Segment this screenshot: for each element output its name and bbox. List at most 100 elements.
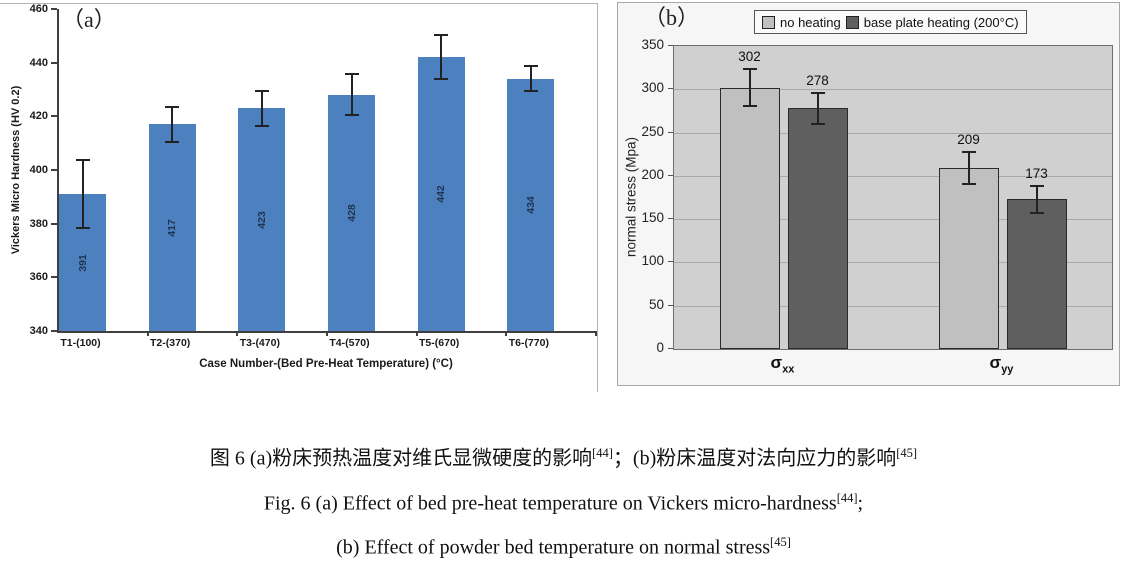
y-axis-tick-label: 250	[641, 123, 664, 139]
gridline	[674, 89, 1112, 91]
y-axis-tick-mark	[668, 45, 673, 46]
error-bar	[344, 73, 359, 117]
error-bar	[75, 159, 90, 230]
chart-a-x-ticks: T1-(100) T2-(370) T3-(470) T4-(570) T5-(670)…	[0, 4, 597, 392]
caption-superscript: [44]	[592, 446, 613, 460]
hardness-bar	[417, 57, 465, 331]
y-axis-tick-label: 360	[29, 271, 48, 284]
y-axis-tick-label: 340	[29, 325, 48, 337]
gridline	[674, 305, 1112, 307]
gridline	[674, 132, 1112, 134]
stress-bar	[787, 108, 848, 349]
caption-text: ;	[857, 492, 864, 515]
chart-b-panel-label: （b）	[644, 5, 700, 30]
y-axis-tick-label: 440	[29, 56, 48, 69]
legend-swatch-base-plate-heating	[845, 15, 859, 29]
y-axis-tick-mark	[668, 174, 673, 176]
x-axis-tick-label: T5-(670)	[419, 337, 460, 349]
y-axis-tick-label: 380	[29, 217, 48, 230]
chart-a-x-axis-title: Case Number-(Bed Pre-Heat Temperature) (…	[199, 358, 453, 370]
chart-b-legend: no heating base plate heating (200°C)	[754, 10, 1027, 34]
caption-line-en-2: (b) Effect of powder bed temperature on …	[0, 531, 1127, 560]
chart-a-plot-area: 391 417 423 428 442 434	[57, 9, 597, 333]
caption-text: 图 6 (a)粉床预热温度对维氏显微硬度的影响	[209, 447, 593, 470]
y-axis-tick-label: 300	[641, 80, 664, 96]
y-axis-tick-mark	[668, 261, 673, 263]
chart-a-panel-label: （a）	[62, 7, 116, 32]
chart-a-y-ticks: 340 360 380 400 420 440 460	[0, 3, 597, 392]
y-axis-tick-mark	[668, 88, 673, 90]
caption-text: ；(b)粉床温度对法向应力的影响	[612, 447, 897, 470]
error-bar	[810, 91, 825, 125]
bar-value-label: 209	[957, 131, 980, 147]
stress-bar	[719, 87, 780, 349]
chart-b-x-ticks: σxx σyy	[618, 3, 1119, 385]
bar-value-label: 302	[738, 48, 761, 64]
x-axis-tick-label: T6-(770)	[508, 337, 549, 349]
legend-label-base-plate-heating: base plate heating (200°C)	[863, 14, 1019, 30]
y-axis-tick-mark	[668, 348, 673, 349]
hardness-bar	[148, 124, 196, 331]
gridline	[674, 175, 1112, 177]
chart-a-panel: （a） Vickers Micro Hardness (HV 0.2) 340 3…	[0, 3, 598, 392]
chart-b-plot-area: 302 209 278 173	[673, 45, 1113, 350]
gridline	[674, 262, 1112, 264]
caption-text: Fig. 6 (a) Effect of bed pre-heat temper…	[263, 492, 837, 515]
x-axis-tick-label: T3-(470)	[239, 337, 280, 349]
stress-bar	[1006, 199, 1067, 349]
x-axis-tick-mark	[146, 331, 149, 336]
y-axis-tick-mark	[51, 115, 57, 118]
error-bar	[1029, 184, 1044, 214]
error-bar	[523, 65, 538, 93]
y-axis-tick-mark	[51, 169, 57, 171]
hardness-bar	[238, 108, 286, 331]
x-axis-tick-label: T2-(370)	[150, 337, 191, 349]
y-axis-tick-label: 200	[641, 166, 664, 182]
hardness-bar	[328, 94, 375, 331]
y-axis-tick-label: 400	[29, 164, 48, 176]
y-axis-tick-mark	[668, 218, 673, 220]
error-bar	[165, 105, 180, 144]
x-axis-tick-mark	[595, 331, 597, 336]
gridline	[674, 219, 1112, 221]
caption-superscript: [44]	[836, 490, 858, 505]
x-axis-tick-label: T4-(570)	[329, 337, 370, 349]
caption-text: (b) Effect of powder bed temperature on …	[336, 536, 771, 559]
sigma-subscript: xx	[782, 363, 795, 376]
caption-superscript: [45]	[770, 535, 791, 550]
x-axis-category-label: σxx	[743, 353, 823, 375]
bar-value-label: 173	[1025, 165, 1048, 181]
chart-b-panel: （b） no heating base plate heating (200°C…	[617, 2, 1120, 386]
y-axis-tick-mark	[668, 131, 673, 133]
caption-line-zh: 图 6 (a)粉床预热温度对维氏显微硬度的影响[44]；(b)粉床温度对法向应力…	[0, 442, 1127, 471]
y-axis-tick-mark	[51, 8, 57, 10]
error-bar	[434, 34, 449, 81]
sigma-symbol: σ	[770, 353, 783, 372]
x-axis-tick-mark	[236, 331, 239, 336]
y-axis-tick-label: 350	[641, 37, 664, 52]
x-axis-tick-mark	[505, 331, 508, 336]
x-axis-category-label: σyy	[962, 353, 1042, 375]
y-axis-tick-mark	[668, 304, 673, 306]
error-bar	[961, 150, 976, 186]
caption-superscript: [45]	[896, 446, 918, 460]
y-axis-tick-label: 420	[29, 110, 48, 123]
legend-swatch-no-heating	[762, 15, 775, 29]
y-axis-tick-mark	[51, 276, 57, 279]
error-bar	[254, 89, 269, 128]
y-axis-tick-label: 0	[656, 340, 664, 355]
y-axis-tick-label: 100	[641, 253, 664, 269]
chart-b-y-ticks: 0 50 100 150 200 250 300 350	[618, 3, 1119, 385]
sigma-subscript: yy	[1001, 363, 1014, 376]
x-axis-tick-mark	[326, 331, 328, 336]
y-axis-tick-mark	[51, 61, 57, 64]
error-bar	[742, 67, 757, 108]
y-axis-tick-label: 150	[641, 210, 664, 226]
hardness-bar	[507, 78, 555, 331]
y-axis-tick-label: 50	[648, 296, 664, 312]
bar-value-label: 278	[806, 72, 829, 88]
y-axis-tick-label: 460	[29, 3, 48, 15]
stress-bar	[938, 168, 999, 349]
figure-caption: 图 6 (a)粉床预热温度对维氏显微硬度的影响[44]；(b)粉床温度对法向应力…	[0, 442, 1127, 561]
